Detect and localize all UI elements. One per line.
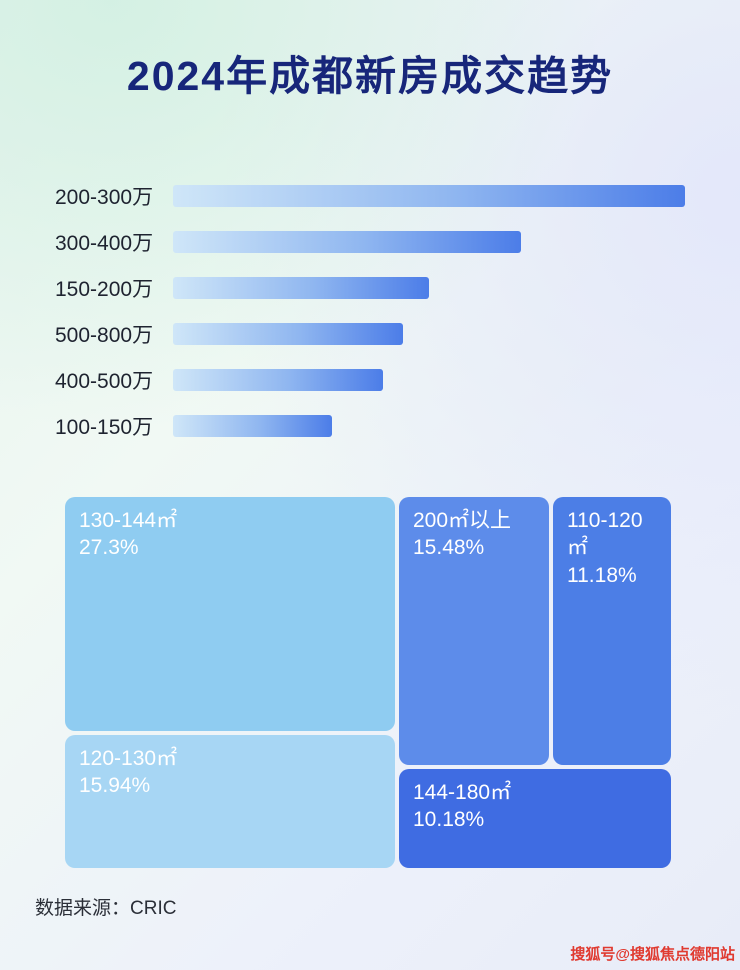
tile-value: 11.18% [567,563,637,587]
treemap: 130-144㎡ 27.3% 200㎡以上 15.48% 110-120㎡ 11… [65,497,671,868]
treemap-tile-200-plus: 200㎡以上 15.48% [399,497,549,765]
bar-track [173,323,685,345]
bar-category-label: 500-800万 [55,324,154,347]
tile-label: 200㎡以上 [413,509,512,532]
treemap-tile-110-120: 110-120㎡ 11.18% [553,497,671,765]
tile-label: 144-180㎡ [413,781,512,804]
bar-category-label: 150-200万 [55,278,154,301]
bar-track [173,369,685,391]
watermark: 搜狐号@搜狐焦点德阳站 [570,946,735,963]
bar [173,185,685,207]
bar-row: 150-200万 [55,277,685,301]
treemap-tile-144-180: 144-180㎡ 10.18% [399,769,671,868]
bar-track [173,231,685,253]
bar-row: 400-500万 [55,369,685,393]
bar-category-label: 100-150万 [55,416,154,439]
bar-row: 200-300万 [55,185,685,209]
tile-label: 120-130㎡ [79,747,178,770]
tile-label: 130-144㎡ [79,509,178,532]
bar-row: 100-150万 [55,415,685,439]
tile-value: 10.18% [413,808,485,832]
bar [173,369,383,391]
tile-value: 15.48% [413,536,485,560]
treemap-tile-130-144: 130-144㎡ 27.3% [65,497,395,731]
bar-chart: 200-300万 300-400万 150-200万 500-800万 400-500万… [55,185,685,461]
bar-track [173,277,685,299]
bar-category-label: 400-500万 [55,370,154,393]
tile-label: 110-120㎡ [567,509,643,560]
treemap-tile-120-130: 120-130㎡ 15.94% [65,735,395,868]
bar [173,231,522,253]
data-source: 数据来源：CRIC [35,898,177,919]
bar-row: 500-800万 [55,323,685,347]
bar-track [173,185,685,207]
bar [173,415,332,437]
bar-row: 300-400万 [55,231,685,255]
bar [173,323,404,345]
bar [173,277,429,299]
bar-category-label: 300-400万 [55,232,154,255]
page-title: 2024年成都新房成交趋势 [126,53,614,99]
tile-value: 27.3% [79,536,139,560]
tile-value: 15.94% [79,774,151,798]
bar-track [173,415,685,437]
bar-category-label: 200-300万 [55,186,154,209]
